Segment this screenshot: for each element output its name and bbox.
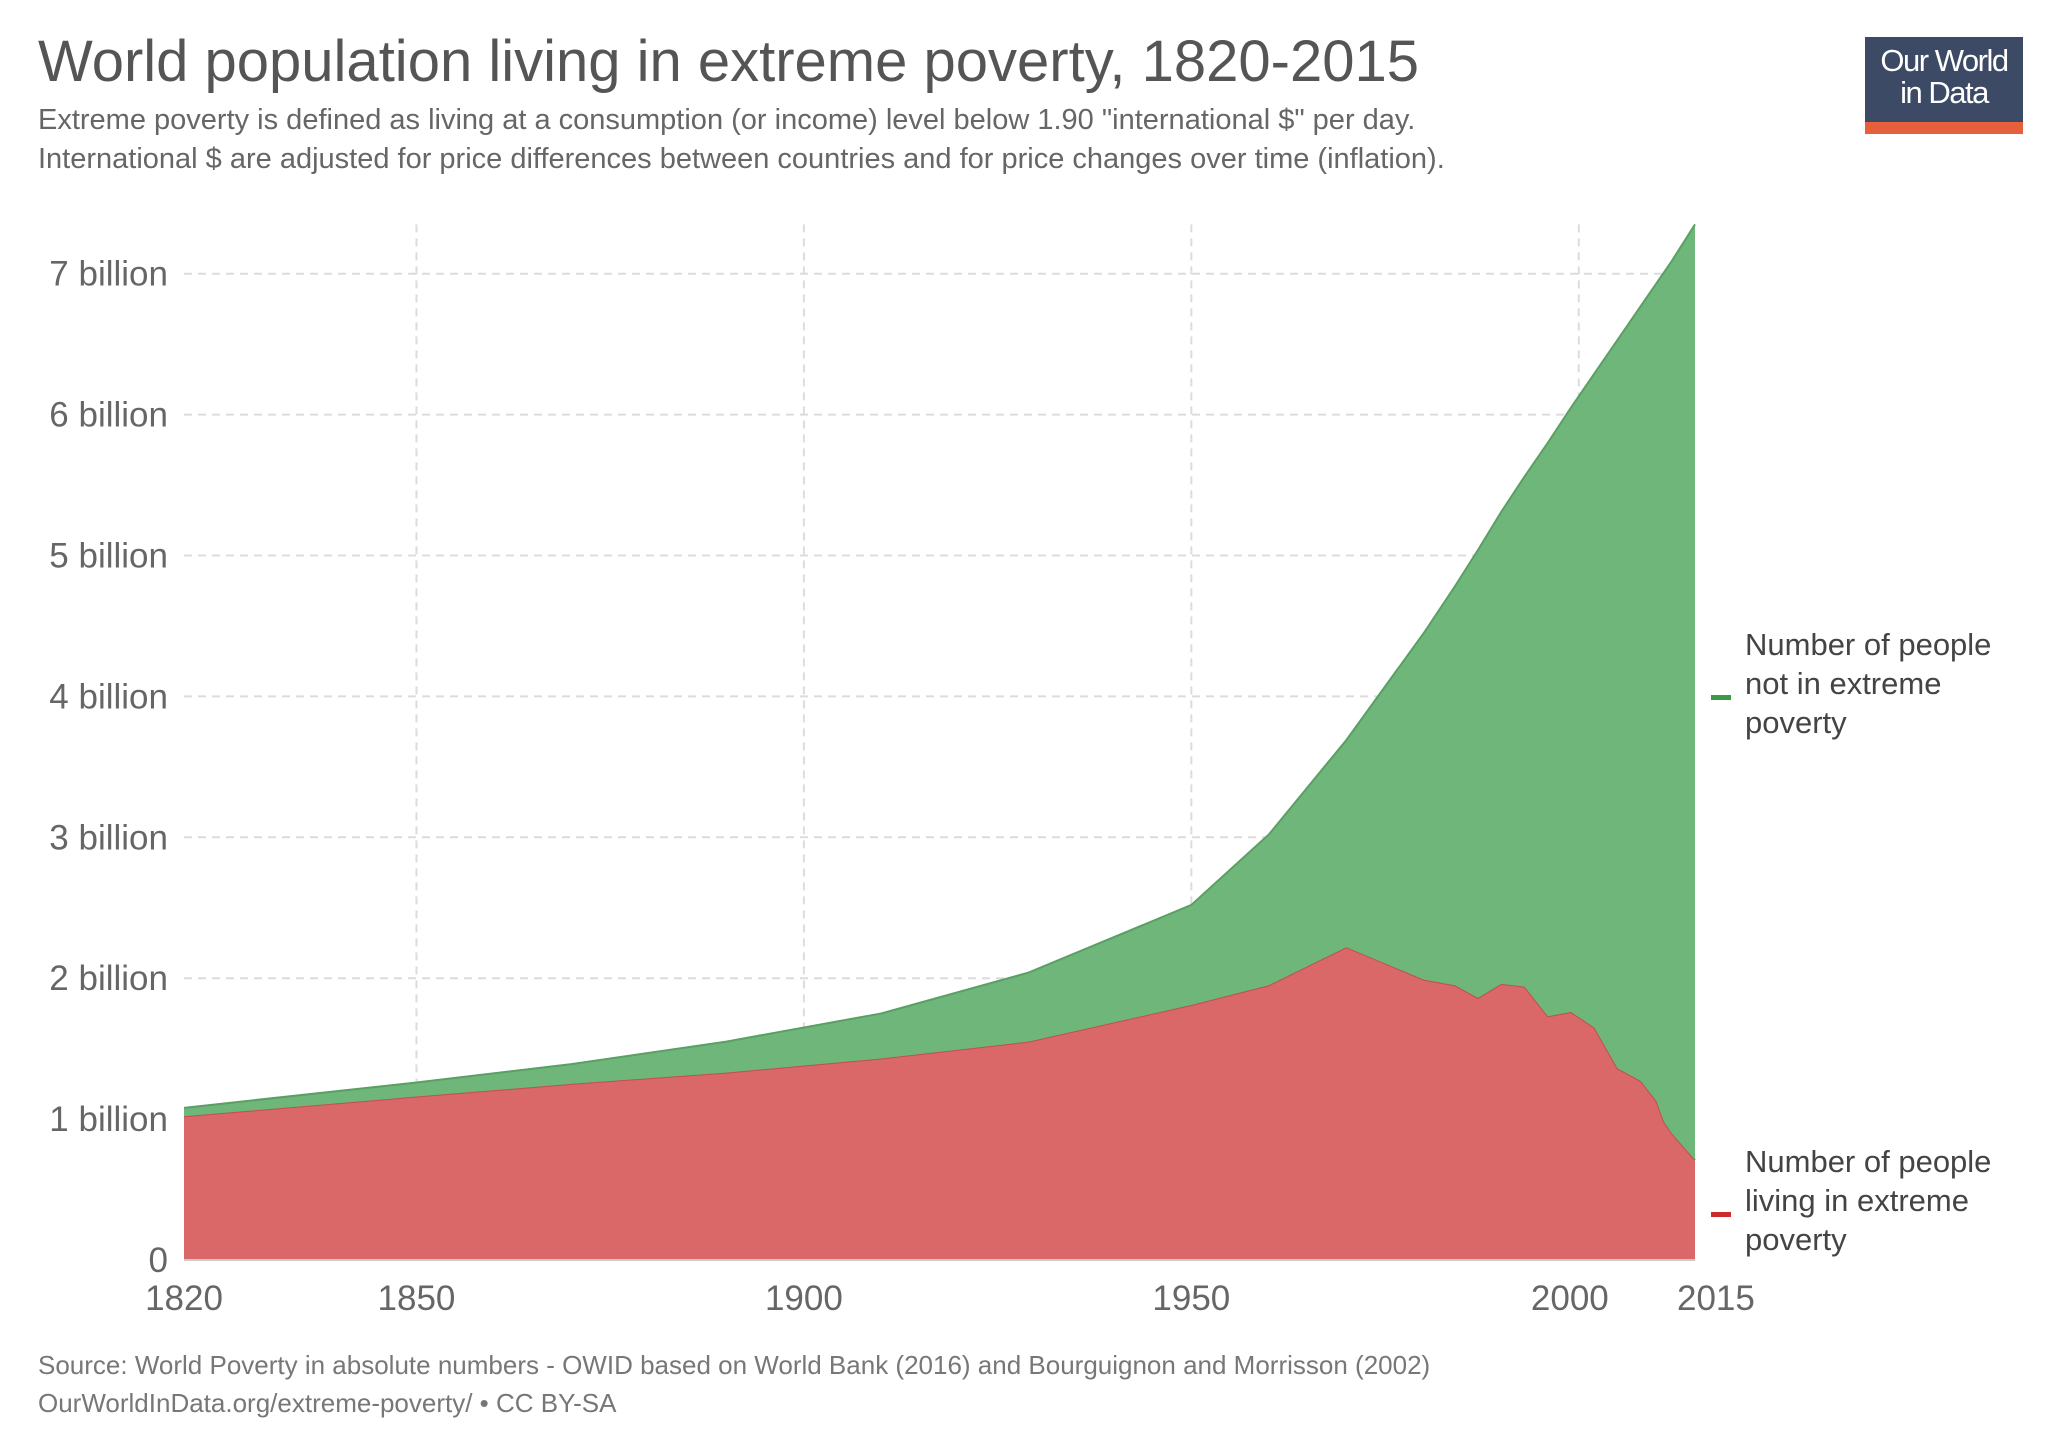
- y-tick-label: 7 billion: [49, 255, 168, 294]
- owid-logo[interactable]: Our World in Data: [1865, 37, 2023, 134]
- area-not-in-poverty: [184, 224, 1695, 1160]
- legend-label: Number of people: [1745, 1144, 1991, 1179]
- x-tick-label: 1950: [1152, 1279, 1230, 1318]
- logo-accent-bar: [1865, 122, 2023, 134]
- legend-label: not in extreme: [1745, 666, 1941, 701]
- legend-label: living in extreme: [1745, 1183, 1969, 1218]
- subtitle-line-2: International $ are adjusted for price d…: [38, 143, 1445, 175]
- source-line-2[interactable]: OurWorldInData.org/extreme-poverty/ • CC…: [38, 1388, 617, 1418]
- logo-line-2: in Data: [1900, 75, 1989, 110]
- subtitle-line-1: Extreme poverty is defined as living at …: [38, 104, 1416, 136]
- y-tick-label: 6 billion: [49, 396, 168, 435]
- x-tick-label: 1820: [145, 1279, 223, 1318]
- logo-line-1: Our World: [1880, 43, 2009, 78]
- area-in-poverty: [184, 947, 1695, 1260]
- y-tick-label: 1 billion: [49, 1100, 168, 1139]
- x-tick-label: 1900: [765, 1279, 843, 1318]
- y-tick-label: 3 billion: [49, 818, 168, 857]
- legend-label: poverty: [1745, 705, 1847, 740]
- legend-swatch: [1711, 695, 1731, 700]
- y-tick-label: 2 billion: [49, 959, 168, 998]
- y-tick-label: 4 billion: [49, 677, 168, 716]
- y-tick-label: 5 billion: [49, 537, 168, 576]
- legend-swatch: [1711, 1212, 1731, 1217]
- y-tick-label: 0: [149, 1241, 168, 1280]
- legend-label: poverty: [1745, 1222, 1847, 1257]
- x-tick-label: 1850: [378, 1279, 456, 1318]
- chart-title: World population living in extreme pover…: [38, 29, 1419, 94]
- x-tick-label: 2000: [1531, 1279, 1609, 1318]
- source-line-1: Source: World Poverty in absolute number…: [38, 1350, 1431, 1380]
- x-tick-label: 2015: [1677, 1279, 1755, 1318]
- legend-label: Number of people: [1745, 627, 1991, 662]
